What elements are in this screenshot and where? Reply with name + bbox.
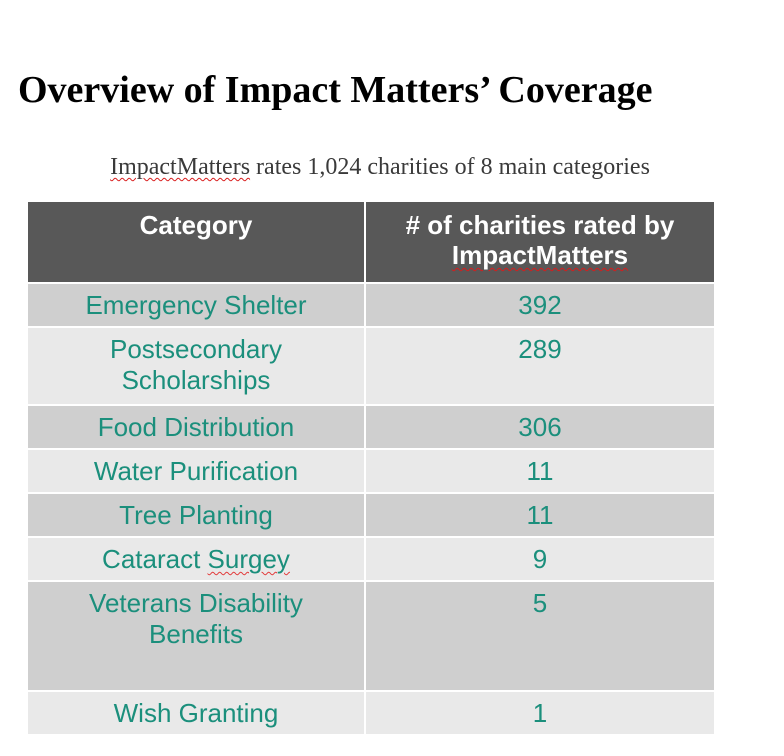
page-title: Overview of Impact Matters’ Coverage: [18, 69, 653, 111]
category-cell: Water Purification: [28, 450, 364, 492]
category-line2: Benefits: [149, 619, 243, 649]
header-count-line2: ImpactMatters: [451, 240, 629, 270]
table-row: Food Distribution 306: [28, 406, 714, 448]
table-header-row: Category # of charities rated by ImpactM…: [28, 202, 714, 282]
coverage-table: Category # of charities rated by ImpactM…: [26, 200, 716, 736]
header-count-line1: # of charities rated by: [405, 210, 675, 240]
header-category: Category: [28, 202, 364, 282]
count-cell: 306: [366, 406, 714, 448]
category-misspelled: Surgey: [207, 544, 290, 574]
count-cell: 5: [366, 582, 714, 690]
category-text: Cataract: [102, 544, 208, 574]
category-line1: Postsecondary: [110, 334, 282, 364]
count-cell: 11: [366, 494, 714, 536]
category-line1: Veterans Disability: [89, 588, 303, 618]
table-row: Veterans Disability Benefits 5: [28, 582, 714, 690]
subtitle-brand: ImpactMatters: [110, 154, 251, 180]
table-row: Wish Granting 1: [28, 692, 714, 734]
table-row: Tree Planting 11: [28, 494, 714, 536]
subtitle-text: rates 1,024 charities of 8 main categori…: [250, 154, 650, 180]
table-row: Emergency Shelter 392: [28, 284, 714, 326]
count-cell: 9: [366, 538, 714, 580]
table-row: Postsecondary Scholarships 289: [28, 328, 714, 404]
header-count: # of charities rated by ImpactMatters: [366, 202, 714, 282]
count-cell: 11: [366, 450, 714, 492]
count-cell: 392: [366, 284, 714, 326]
category-cell: Wish Granting: [28, 692, 364, 734]
table-row: Water Purification 11: [28, 450, 714, 492]
category-cell: Food Distribution: [28, 406, 364, 448]
category-cell: Veterans Disability Benefits: [28, 582, 364, 690]
count-cell: 289: [366, 328, 714, 404]
category-cell: Tree Planting: [28, 494, 364, 536]
category-line2: Scholarships: [121, 365, 271, 395]
table-row: Cataract Surgey 9: [28, 538, 714, 580]
category-cell: Emergency Shelter: [28, 284, 364, 326]
subtitle: ImpactMatters rates 1,024 charities of 8…: [0, 154, 760, 181]
category-cell: Cataract Surgey: [28, 538, 364, 580]
category-cell: Postsecondary Scholarships: [28, 328, 364, 404]
count-cell: 1: [366, 692, 714, 734]
